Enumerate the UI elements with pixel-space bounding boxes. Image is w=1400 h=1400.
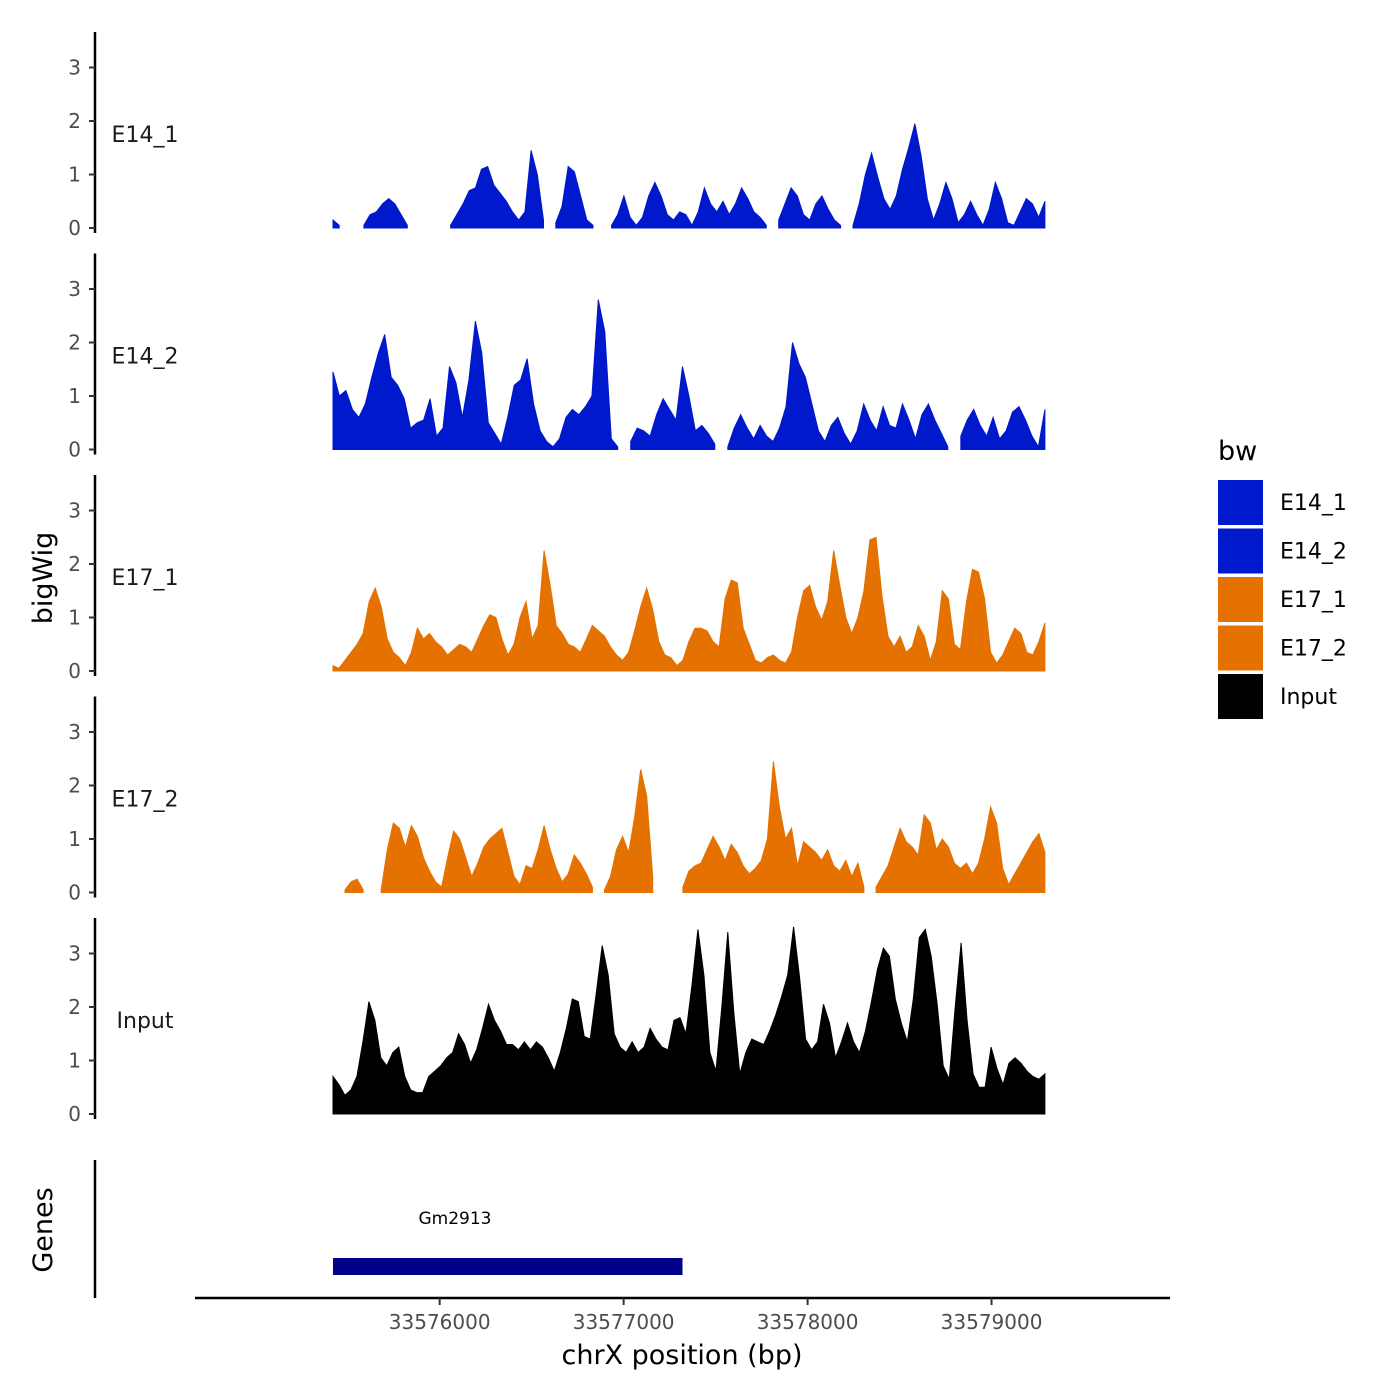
track-label: Input (117, 1009, 174, 1034)
legend-label: E14_1 (1280, 491, 1347, 516)
y-tick-label: 1 (68, 1049, 81, 1073)
y-tick-label: 0 (68, 881, 81, 905)
y-tick-label: 2 (68, 331, 81, 355)
y-tick-label: 0 (68, 438, 81, 462)
y-tick-label: 1 (68, 384, 81, 408)
signal-area (363, 197, 408, 229)
x-tick-label: 33577000 (573, 1310, 675, 1334)
x-axis: 33576000 33577000 33578000 33579000 (195, 1296, 1170, 1334)
y-tick-label: 2 (68, 552, 81, 576)
y-tick-label: 1 (68, 606, 81, 630)
gene-body (332, 1258, 683, 1275)
y-tick-label: 3 (68, 499, 81, 523)
track-label: E14_1 (112, 123, 179, 148)
signal-area (875, 805, 1046, 893)
signal-area (332, 218, 340, 229)
signal-area (630, 366, 716, 450)
legend-label: E14_2 (1280, 540, 1347, 565)
y-tick-label: 3 (68, 942, 81, 966)
signal-area (332, 299, 619, 450)
legend-label: Input (1280, 685, 1337, 710)
track-label: E17_1 (112, 566, 179, 591)
signal-area (852, 123, 1046, 229)
track-e14_1: 0 1 2 3 E14_1 (68, 32, 1046, 240)
track-e14_2: 0 1 2 3 E14_2 (68, 253, 1046, 462)
y-tick-label: 3 (68, 720, 81, 744)
x-tick-label: 33576000 (389, 1310, 491, 1334)
signal-area (960, 405, 1046, 450)
track-e17_1: 0 1 2 3 E17_1 (68, 475, 1046, 683)
genes-axis-title: Genes (28, 1187, 59, 1272)
y-tick-label: 0 (68, 216, 81, 240)
signal-area (682, 761, 865, 893)
signal-area (778, 186, 842, 229)
y-tick-label: 0 (68, 659, 81, 683)
genes-panel: Gm2913 (93, 1160, 683, 1298)
signal-area (332, 536, 1046, 672)
signal-area (555, 165, 594, 229)
y-tick-label: 2 (68, 109, 81, 133)
tracks-panel: 0 1 2 3 E14_1 0 1 2 3 E14_2 0 1 2 3 E17_1 0 1 2 3 E17_2 0 1 2 3… (68, 32, 1046, 1126)
y-tick-label: 0 (68, 1102, 81, 1126)
track-e17_2: 0 1 2 3 E17_2 (68, 696, 1046, 905)
legend-label: E17_1 (1280, 588, 1347, 613)
signal-area (332, 926, 1046, 1115)
legend-swatch (1218, 480, 1263, 525)
signal-area (344, 878, 364, 893)
track-label: E14_2 (112, 345, 179, 370)
y-tick-label: 1 (68, 827, 81, 851)
y-tick-label: 2 (68, 995, 81, 1019)
y-tick-label: 3 (68, 277, 81, 301)
y-tick-label: 1 (68, 163, 81, 187)
x-tick-label: 33579000 (941, 1310, 1043, 1334)
x-axis-title: chrX position (bp) (561, 1340, 802, 1371)
legend: bw E14_1 E14_2 E17_1 E17_2 Input (1218, 436, 1347, 719)
signal-area (604, 769, 654, 893)
y-tick-label: 2 (68, 774, 81, 798)
legend-swatch (1218, 625, 1263, 671)
legend-title: bw (1218, 436, 1257, 467)
legend-label: E17_2 (1280, 637, 1347, 662)
signal-area (450, 150, 544, 229)
signal-area (727, 342, 949, 450)
track-input: 0 1 2 3 Input (68, 918, 1046, 1126)
y-axis-title: bigWig (28, 532, 59, 625)
track-label: E17_2 (112, 788, 179, 813)
legend-swatch (1218, 577, 1263, 622)
gene-label: Gm2913 (419, 1209, 492, 1229)
x-tick-label: 33578000 (757, 1310, 859, 1334)
legend-swatch (1218, 528, 1263, 574)
signal-area (611, 181, 767, 229)
legend-swatch (1218, 674, 1263, 719)
signal-area (380, 822, 593, 893)
y-tick-label: 3 (68, 56, 81, 80)
